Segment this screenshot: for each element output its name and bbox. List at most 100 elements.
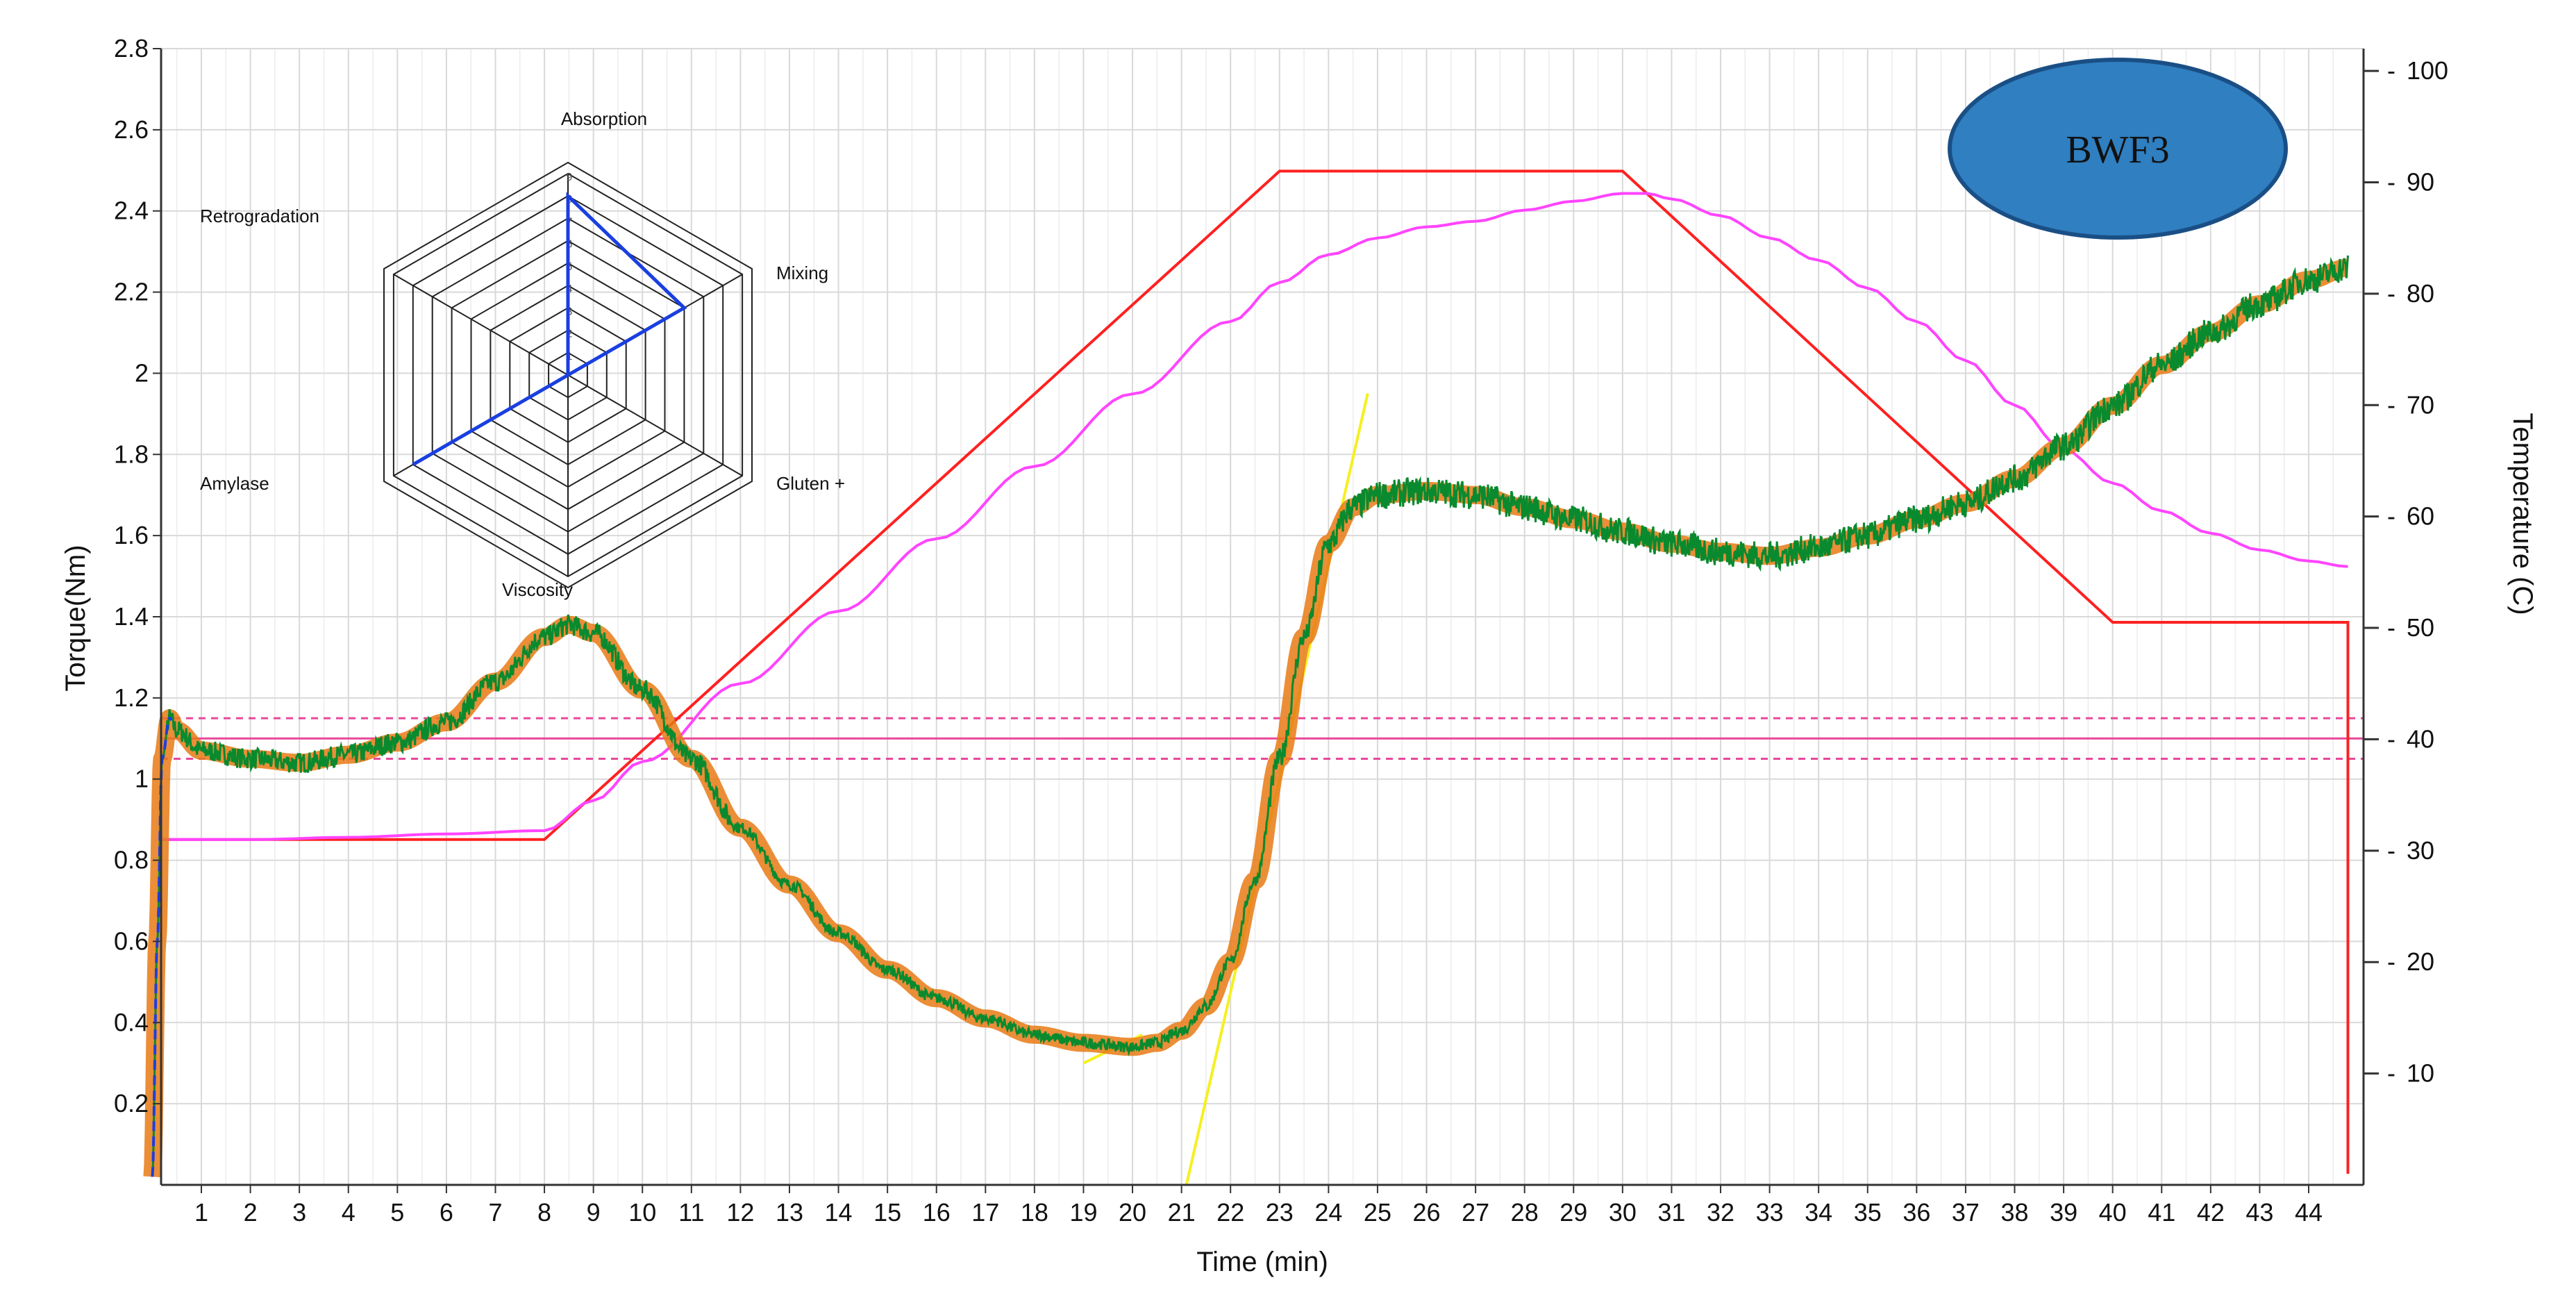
- x-tick-label: 5: [390, 1198, 404, 1227]
- radar-axis-label: Gluten +: [776, 473, 845, 494]
- x-tick-label: 22: [1216, 1198, 1244, 1227]
- radar-axis-label: Absorption: [561, 108, 647, 129]
- right-axis-title: Temperature (C): [2507, 413, 2538, 615]
- x-tick-label: 36: [1902, 1198, 1930, 1227]
- left-tick-label: 0.6: [114, 927, 149, 955]
- x-tick-label: 16: [923, 1198, 951, 1227]
- right-tick-dash: -: [2387, 502, 2395, 531]
- right-tick-label: 100: [2407, 56, 2448, 85]
- right-tick-label: 30: [2407, 836, 2434, 865]
- x-tick-label: 33: [1756, 1198, 1784, 1227]
- left-tick-label: 0.8: [114, 846, 149, 874]
- x-tick-label: 28: [1511, 1198, 1539, 1227]
- x-tick-label: 44: [2295, 1198, 2323, 1227]
- x-tick-label: 11: [678, 1198, 704, 1227]
- right-tick-dash: -: [2387, 1059, 2395, 1088]
- x-tick-label: 37: [1952, 1198, 1980, 1227]
- x-tick-label: 35: [1854, 1198, 1882, 1227]
- x-tick-label: 2: [244, 1198, 258, 1227]
- left-axis-title: Torque(Nm): [60, 545, 91, 691]
- dough-temperature-line: [162, 192, 2348, 841]
- left-tick-label: 2.2: [114, 278, 149, 306]
- sample-badge-shape: [1948, 58, 2288, 240]
- radar-scale-label: 9: [567, 172, 573, 183]
- left-tick-label: 1.4: [114, 602, 149, 631]
- x-tick-label: 9: [587, 1198, 601, 1227]
- right-tick-dash: -: [2387, 279, 2395, 308]
- x-tick-label: 27: [1462, 1198, 1489, 1227]
- x-tick-label: 38: [2000, 1198, 2028, 1227]
- right-tick-label: 10: [2407, 1059, 2434, 1088]
- right-tick-dash: -: [2387, 836, 2395, 865]
- x-tick-label: 10: [628, 1198, 656, 1227]
- left-tick-label: 1: [135, 765, 149, 793]
- x-tick-label: 7: [488, 1198, 502, 1227]
- left-tick-label: 1.6: [114, 521, 149, 549]
- reference-lines: [161, 717, 2364, 760]
- sample-badge: BWF3: [1948, 58, 2288, 240]
- left-tick-label: 1.8: [114, 440, 149, 468]
- x-tick-label: 21: [1168, 1198, 1196, 1227]
- x-tick-label: 24: [1314, 1198, 1342, 1227]
- x-tick-label: 40: [2099, 1198, 2127, 1227]
- x-tick-label: 12: [726, 1198, 754, 1227]
- x-tick-label: 8: [537, 1198, 551, 1227]
- right-tick-dash: -: [2387, 167, 2395, 196]
- radar-value-shape: [412, 192, 687, 467]
- x-tick-label: 1: [194, 1198, 208, 1227]
- x-tick-label: 30: [1609, 1198, 1637, 1227]
- x-tick-label: 14: [825, 1198, 853, 1227]
- series-layer: [143, 169, 2357, 1186]
- right-tick-dash: -: [2387, 724, 2395, 753]
- left-tick-labels: 0.2 0.4 0.6 0.8 1 1.2 1.4 1.6 1.8 2 2.2 2.4 2.6 2.8: [114, 34, 161, 1118]
- x-tick-label: 26: [1413, 1198, 1441, 1227]
- x-tick-label: 43: [2245, 1198, 2273, 1227]
- right-tick-dash: -: [2387, 56, 2395, 85]
- x-tick-label: 20: [1119, 1198, 1146, 1227]
- x-tick-label: 17: [971, 1198, 999, 1227]
- radar-outer-ring: [383, 161, 753, 589]
- right-tick-label: 40: [2407, 724, 2434, 753]
- left-tick-label: 0.2: [114, 1089, 149, 1118]
- radar-spoke: [393, 274, 569, 376]
- x-tick-label: 25: [1364, 1198, 1391, 1227]
- torque-line: [151, 255, 2349, 1177]
- right-tick-label: 90: [2407, 167, 2434, 196]
- right-tick-label: 20: [2407, 947, 2434, 976]
- radar-axis-label: Retrogradation: [200, 206, 319, 226]
- x-tick-label: 34: [1805, 1198, 1832, 1227]
- radar-spoke: [567, 374, 743, 476]
- grid-lines: [161, 48, 2364, 1185]
- x-tick-label: 31: [1657, 1198, 1685, 1227]
- x-tick-label: 18: [1021, 1198, 1048, 1227]
- x-axis-title: Time (min): [1196, 1247, 1328, 1277]
- x-tick-label: 15: [873, 1198, 901, 1227]
- x-tick-label: 42: [2197, 1198, 2225, 1227]
- sample-badge-label: BWF3: [2066, 128, 2169, 172]
- left-tick-label: 0.4: [114, 1008, 149, 1036]
- radar-axis-label: Amylase: [200, 473, 269, 494]
- x-tick-label: 41: [2148, 1198, 2175, 1227]
- right-tick-dash: -: [2387, 947, 2395, 976]
- right-tick-label: 50: [2407, 613, 2434, 642]
- right-tick-dash: -: [2387, 613, 2395, 642]
- radar-axis-label: Mixing: [776, 263, 828, 283]
- right-tick-label: 80: [2407, 279, 2434, 308]
- right-tick-labels: -10- 20- 30- 40- 50- 60- 70- 80- 90- 100: [2364, 56, 2448, 1088]
- left-tick-label: 2.4: [114, 197, 149, 225]
- radar-axis-label: Viscosity: [502, 579, 573, 600]
- right-tick-label: 70: [2407, 390, 2434, 419]
- x-tick-label: 23: [1266, 1198, 1294, 1227]
- x-tick-label: 19: [1069, 1198, 1097, 1227]
- x-tick-label: 3: [292, 1198, 306, 1227]
- x-tick-labels: 1 2 3 4 5 6 7 8 9 10 11 12 13 14 15 16 17 18 19 20 21 22 23 24 2…: [194, 1185, 2323, 1227]
- left-tick-label: 1.2: [114, 683, 149, 712]
- x-tick-label: 32: [1707, 1198, 1734, 1227]
- left-tick-label: 2: [135, 358, 149, 387]
- x-tick-label: 4: [342, 1198, 356, 1227]
- temperature-setpoint-line: [162, 169, 2350, 1174]
- x-tick-label: 39: [2050, 1198, 2077, 1227]
- left-tick-label: 2.6: [114, 115, 149, 144]
